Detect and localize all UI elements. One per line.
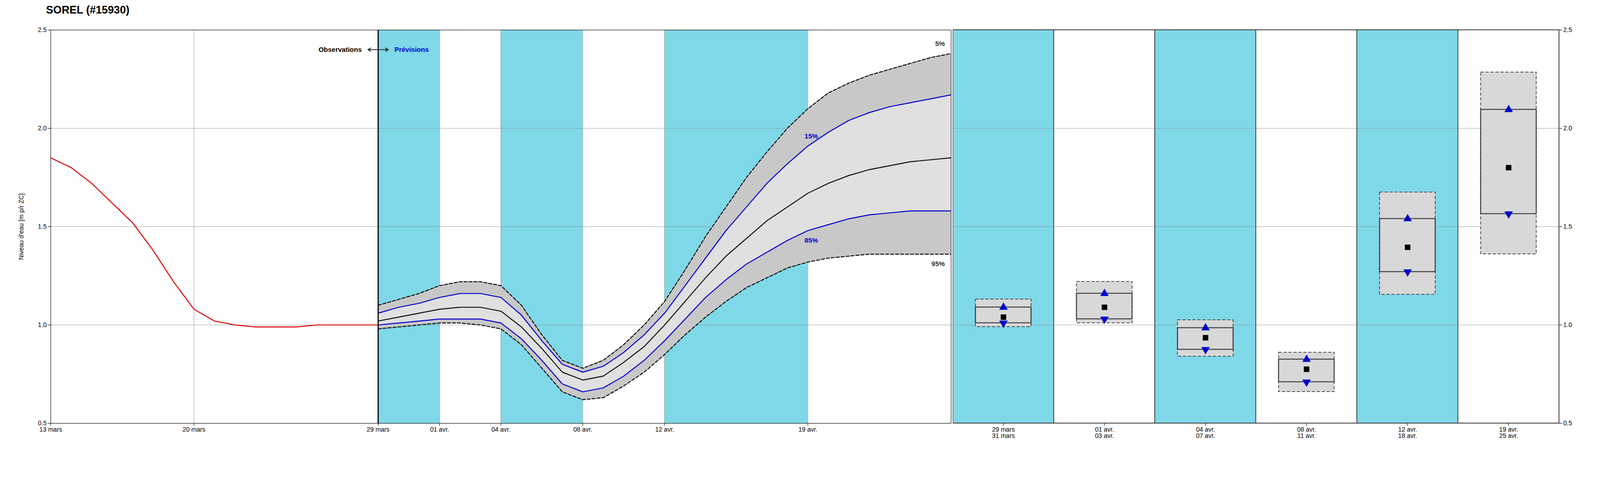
svg-text:04 avr.07 avr.: 04 avr.07 avr. [1195,425,1215,440]
svg-text:15%: 15% [804,132,819,140]
html-text:SOREL (#15930): SOREL (#15930) [46,3,130,16]
svg-text:Prévisions: Prévisions [394,45,429,54]
svg-text:5%: 5% [935,39,946,48]
svg-text:08 avr.: 08 avr. [573,425,593,434]
svg-text:2.0: 2.0 [1563,124,1573,132]
svg-text:95%: 95% [931,259,946,268]
svg-text:0.5: 0.5 [37,419,47,427]
svg-text:13 mars: 13 mars [39,425,63,434]
svg-text:1.5: 1.5 [1563,222,1573,231]
svg-text:29 mars31 mars: 29 mars31 mars [991,425,1015,440]
svg-text:0.5: 0.5 [1563,419,1573,427]
svg-text:01 avr.: 01 avr. [429,425,449,434]
svg-text:04 avr.: 04 avr. [491,425,511,434]
svg-text:1.0: 1.0 [37,321,47,329]
svg-text:20 mars: 20 mars [182,425,206,434]
svg-text:19 avr.: 19 avr. [798,425,818,434]
svg-text:29 mars: 29 mars [366,425,390,434]
svg-text:12 avr.18 avr.: 12 avr.18 avr. [1397,425,1417,440]
svg-text:19 avr.25 avr.: 19 avr.25 avr. [1498,425,1518,440]
svg-text:2.5: 2.5 [37,26,47,34]
svg-text:2.0: 2.0 [37,124,47,132]
svg-text:2.5: 2.5 [1563,26,1573,34]
svg-text:1.0: 1.0 [1563,321,1573,329]
svg-text:12 avr.: 12 avr. [654,425,674,434]
svg-text:08 avr.11 avr.: 08 avr.11 avr. [1296,425,1316,440]
svg-text:Observations: Observations [318,45,362,54]
svg-text:1.5: 1.5 [37,222,47,231]
svg-text:Niveau d'eau [m p/r ZC]: Niveau d'eau [m p/r ZC] [17,193,25,260]
svg-text:85%: 85% [804,236,819,245]
svg-text:01 avr.03 avr.: 01 avr.03 avr. [1094,425,1114,440]
